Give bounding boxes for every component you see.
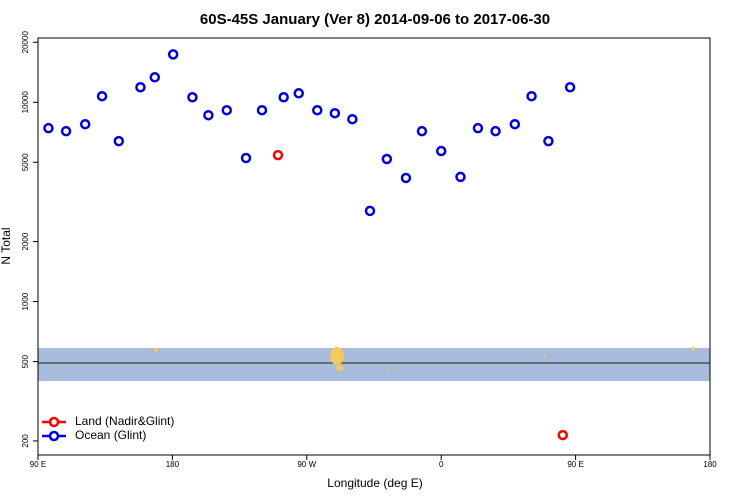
x-tick-label: 90 E [567,460,583,469]
point [278,92,289,103]
point [203,109,214,121]
point [240,152,252,164]
point [435,145,447,157]
point [381,153,393,165]
legend-marker [48,416,60,428]
y-tick-label: 10000 [21,91,30,114]
point [312,104,323,116]
point [293,88,304,99]
x-tick-label: 0 [439,460,444,469]
point [472,122,484,134]
x-tick-label: 180 [166,460,180,469]
point [564,81,576,93]
y-axis-label: N Total [0,227,13,264]
point [364,205,376,217]
point [509,118,521,130]
point [490,125,501,137]
point [43,122,54,134]
point [221,104,233,116]
point [135,81,146,93]
point [187,92,198,103]
point [455,171,466,183]
point [400,172,412,184]
y-tick-label: 20000 [21,31,30,54]
x-tick-label: 90 E [30,460,46,469]
y-tick-label: 500 [21,354,30,368]
point [256,104,268,116]
y-tick-label: 5000 [21,153,30,171]
legend-marker [48,430,60,442]
point [79,118,91,130]
land-blobs [154,347,695,371]
band [38,348,710,381]
chart-title: 60S-45S January (Ver 8) 2014-09-06 to 20… [200,11,550,28]
point [272,149,284,161]
point [526,90,537,102]
point [96,90,108,102]
point [167,49,179,60]
point [60,125,72,137]
point [416,125,428,137]
point [347,113,358,125]
point [149,72,161,83]
plot-frame [37,37,711,456]
point [113,135,125,147]
point [329,107,341,119]
legend-label: Ocean (Glint) [75,428,146,442]
y-tick-label: 2000 [21,232,30,250]
y-tick-label: 200 [21,434,30,448]
point [557,429,569,441]
x-axis-label: Longitude (deg E) [327,476,422,490]
legend-label: Land (Nadir&Glint) [75,414,174,428]
y-tick-label: 1000 [21,292,30,310]
point [543,135,554,147]
x-tick-label: 180 [703,460,717,469]
x-tick-label: 90 W [297,460,316,469]
